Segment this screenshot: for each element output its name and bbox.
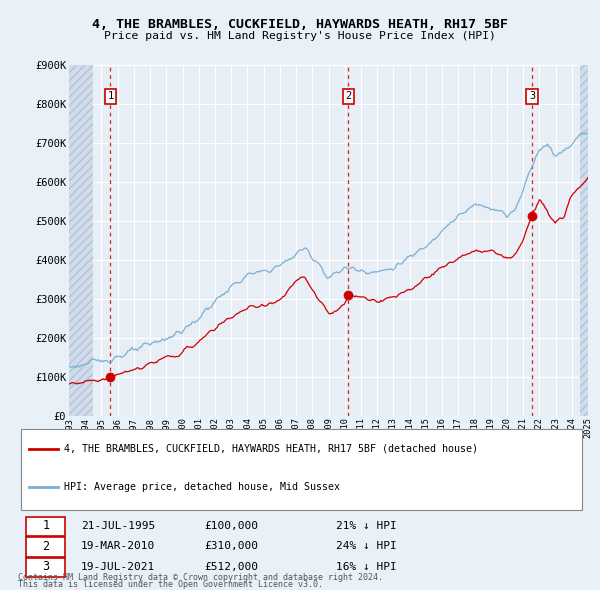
Text: 19-MAR-2010: 19-MAR-2010 [81, 542, 155, 551]
Text: 4, THE BRAMBLES, CUCKFIELD, HAYWARDS HEATH, RH17 5BF (detached house): 4, THE BRAMBLES, CUCKFIELD, HAYWARDS HEA… [64, 444, 478, 454]
Text: £310,000: £310,000 [204, 542, 258, 551]
Text: 1: 1 [107, 91, 113, 101]
Text: 2: 2 [43, 540, 50, 553]
Text: This data is licensed under the Open Government Licence v3.0.: This data is licensed under the Open Gov… [18, 581, 323, 589]
FancyBboxPatch shape [21, 430, 582, 510]
Text: 3: 3 [529, 91, 535, 101]
Text: 16% ↓ HPI: 16% ↓ HPI [336, 562, 397, 572]
Text: 24% ↓ HPI: 24% ↓ HPI [336, 542, 397, 551]
Text: 2: 2 [345, 91, 352, 101]
Bar [580, 65, 588, 416]
Text: 21% ↓ HPI: 21% ↓ HPI [336, 521, 397, 531]
Text: £512,000: £512,000 [204, 562, 258, 572]
FancyBboxPatch shape [26, 517, 65, 536]
Text: Price paid vs. HM Land Registry's House Price Index (HPI): Price paid vs. HM Land Registry's House … [104, 31, 496, 41]
Text: 4, THE BRAMBLES, CUCKFIELD, HAYWARDS HEATH, RH17 5BF: 4, THE BRAMBLES, CUCKFIELD, HAYWARDS HEA… [92, 18, 508, 31]
Text: 21-JUL-1995: 21-JUL-1995 [81, 521, 155, 531]
Text: Contains HM Land Registry data © Crown copyright and database right 2024.: Contains HM Land Registry data © Crown c… [18, 573, 383, 582]
FancyBboxPatch shape [26, 537, 65, 556]
Text: 1: 1 [43, 519, 50, 532]
Text: HPI: Average price, detached house, Mid Sussex: HPI: Average price, detached house, Mid … [64, 482, 340, 492]
FancyBboxPatch shape [26, 558, 65, 577]
Text: £100,000: £100,000 [204, 521, 258, 531]
Text: 19-JUL-2021: 19-JUL-2021 [81, 562, 155, 572]
Bar [69, 65, 94, 416]
Text: 3: 3 [43, 560, 50, 573]
